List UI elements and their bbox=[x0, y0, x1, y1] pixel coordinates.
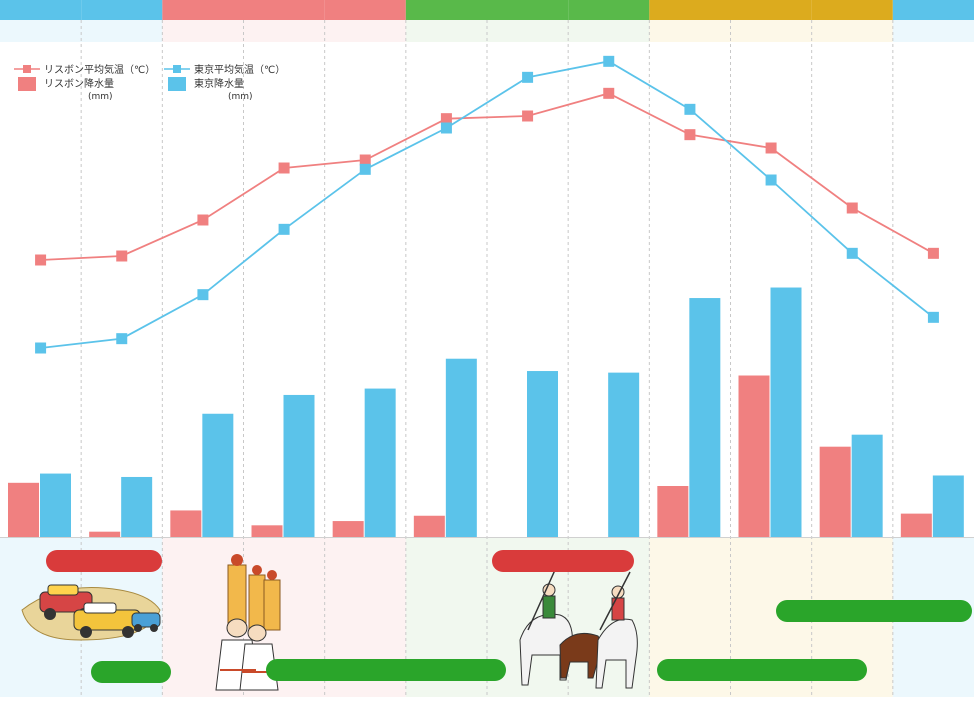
event-pill bbox=[266, 659, 506, 681]
lisbon-rain-bar bbox=[413, 515, 445, 537]
month-header-cell bbox=[405, 0, 487, 20]
legend-tokyo-temp-marker bbox=[173, 65, 181, 73]
lisbon-rain-bar bbox=[170, 510, 202, 537]
legend-tokyo-rain-unit: (mm) bbox=[228, 92, 253, 102]
rally-cars-illustration bbox=[21, 584, 161, 641]
lisbon-temp-point bbox=[116, 250, 128, 262]
legend-tokyo-temp-label: 東京平均気温（℃） bbox=[194, 63, 285, 76]
tokyo-rain-bar bbox=[608, 372, 640, 537]
month-header-cell bbox=[324, 0, 406, 20]
event-pill bbox=[91, 661, 171, 683]
tokyo-rain-bar bbox=[40, 473, 71, 537]
lisbon-temp-point bbox=[765, 142, 777, 154]
lisbon-rain-bar bbox=[8, 482, 39, 537]
season-band bbox=[0, 20, 163, 42]
season-band bbox=[649, 20, 893, 42]
tokyo-temp-point bbox=[927, 311, 939, 323]
tokyo-rain-bar bbox=[689, 298, 721, 537]
lisbon-temp-line bbox=[40, 92, 934, 261]
tokyo-rain-bar bbox=[121, 476, 153, 537]
lisbon-rain-bar bbox=[738, 375, 770, 537]
tokyo-temp-point bbox=[603, 55, 615, 67]
month-header-cell bbox=[162, 0, 244, 20]
lisbon-rain-bar bbox=[657, 486, 689, 537]
lisbon-temp-point bbox=[197, 214, 209, 226]
month-header-cell bbox=[730, 0, 812, 20]
tokyo-rain-bar bbox=[932, 475, 964, 537]
month-header-cell bbox=[487, 0, 569, 20]
tokyo-temp-point bbox=[359, 163, 371, 175]
tokyo-temp-point bbox=[846, 247, 858, 259]
tokyo-rain-bar bbox=[283, 394, 315, 537]
tabuleiros-procession-illustration bbox=[215, 554, 281, 691]
lisbon-temp-point bbox=[278, 162, 290, 174]
lisbon-rain-bar bbox=[900, 513, 932, 537]
legend-lisbon-rain-swatch bbox=[18, 77, 36, 91]
tokyo-temp-point bbox=[35, 342, 47, 354]
tokyo-rain-bar bbox=[851, 434, 883, 537]
lisbon-rain-bar bbox=[819, 446, 851, 537]
event-pill bbox=[776, 600, 972, 622]
legend-lisbon-rain-label: リスボン降水量 bbox=[44, 77, 114, 90]
month-header-cell bbox=[892, 0, 974, 20]
horse-riders-illustration bbox=[519, 569, 638, 689]
tokyo-rain-bar bbox=[770, 287, 802, 537]
month-header-cell bbox=[811, 0, 893, 20]
legend-tokyo-rain-swatch bbox=[168, 77, 186, 91]
legend-lisbon-temp-label: リスボン平均気温（℃） bbox=[44, 63, 155, 76]
tokyo-temp-point bbox=[440, 122, 452, 134]
lisbon-temp-point bbox=[522, 110, 534, 122]
tokyo-rain-bar bbox=[445, 358, 477, 537]
month-header-cell bbox=[243, 0, 325, 20]
lisbon-temp-point bbox=[846, 202, 858, 214]
tokyo-temp-point bbox=[765, 174, 777, 186]
legend-tokyo-rain-label: 東京降水量 bbox=[194, 77, 244, 90]
tokyo-temp-point bbox=[522, 71, 534, 83]
tokyo-rain-bar bbox=[364, 388, 396, 537]
month-header-cell bbox=[0, 0, 82, 20]
month-header-cell bbox=[568, 0, 650, 20]
tokyo-temp-point bbox=[197, 289, 209, 301]
season-band bbox=[892, 20, 974, 42]
event-pill bbox=[46, 550, 162, 572]
lisbon-rain-bar bbox=[251, 525, 283, 537]
lisbon-temp-point bbox=[603, 87, 615, 99]
month-header-cell bbox=[649, 0, 731, 20]
lisbon-temp-point bbox=[440, 113, 452, 125]
legend-lisbon-rain-unit: (mm) bbox=[88, 92, 113, 102]
tokyo-temp-point bbox=[684, 103, 696, 115]
tokyo-temp-point bbox=[278, 223, 290, 235]
lisbon-temp-point bbox=[684, 129, 696, 141]
event-pill bbox=[657, 659, 867, 681]
lisbon-rain-bar bbox=[332, 521, 364, 537]
month-header-cell bbox=[81, 0, 163, 20]
season-band bbox=[405, 20, 650, 42]
lisbon-temp-point bbox=[927, 247, 939, 259]
event-pill bbox=[492, 550, 634, 572]
legend-lisbon-temp-marker bbox=[23, 65, 31, 73]
tokyo-rain-bar bbox=[202, 413, 234, 537]
tokyo-temp-line bbox=[40, 60, 934, 349]
season-band bbox=[162, 20, 406, 42]
lisbon-temp-point bbox=[35, 254, 47, 266]
lisbon-temp-point bbox=[359, 154, 371, 166]
tokyo-rain-bar bbox=[527, 371, 558, 537]
lisbon-rain-bar bbox=[89, 531, 121, 537]
tokyo-temp-point bbox=[116, 333, 128, 345]
